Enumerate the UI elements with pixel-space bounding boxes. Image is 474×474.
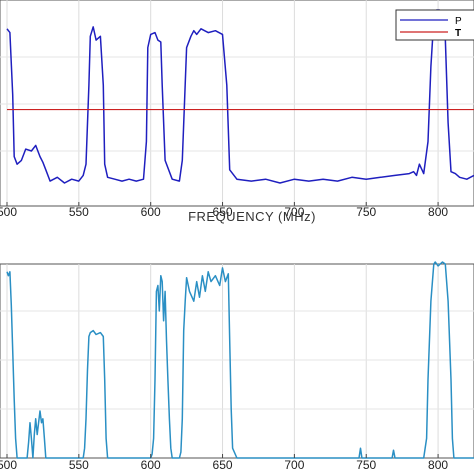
x-tick-label-0: 500 — [0, 458, 17, 472]
bottom-plot-area — [0, 263, 474, 459]
legend-box — [395, 9, 474, 41]
x-tick-label-1: 550 — [69, 205, 89, 219]
series-0-line — [6, 261, 474, 459]
x-tick-label-4: 700 — [284, 458, 304, 472]
bottom-series-layer — [6, 261, 474, 459]
x-tick-label-1: 550 — [69, 458, 89, 472]
legend-label-t: T — [455, 28, 461, 39]
x-tick-label-6: 800 — [428, 458, 448, 472]
x-tick-label-2: 600 — [141, 205, 161, 219]
top-legend: P T — [395, 9, 474, 41]
top-x-tick-labels: 500 550 600 650 700 750 800 — [0, 202, 448, 219]
legend-label-p: P — [455, 16, 462, 27]
series-p-line — [6, 9, 474, 184]
x-tick-label-2: 600 — [141, 458, 161, 472]
top-series-layer — [6, 9, 474, 184]
x-tick-label-3: 650 — [213, 458, 233, 472]
top-x-axis-title: FREQUENCY (MHz) — [188, 209, 316, 224]
bottom-chart-panel: 500 550 600 650 700 750 800 — [0, 261, 474, 472]
x-tick-label-4: 700 — [284, 205, 304, 219]
top-chart-panel: 500 550 600 650 700 750 800 FREQUENCY (MHz) P … — [0, 0, 474, 224]
bottom-x-tick-labels: 500 550 600 650 700 750 800 — [0, 454, 448, 472]
x-tick-label-0: 500 — [0, 205, 17, 219]
x-tick-label-5: 750 — [356, 205, 376, 219]
bottom-grid — [0, 264, 474, 458]
x-tick-label-6: 800 — [428, 205, 448, 219]
x-tick-label-5: 750 — [356, 458, 376, 472]
x-tick-label-3: 650 — [213, 205, 233, 219]
